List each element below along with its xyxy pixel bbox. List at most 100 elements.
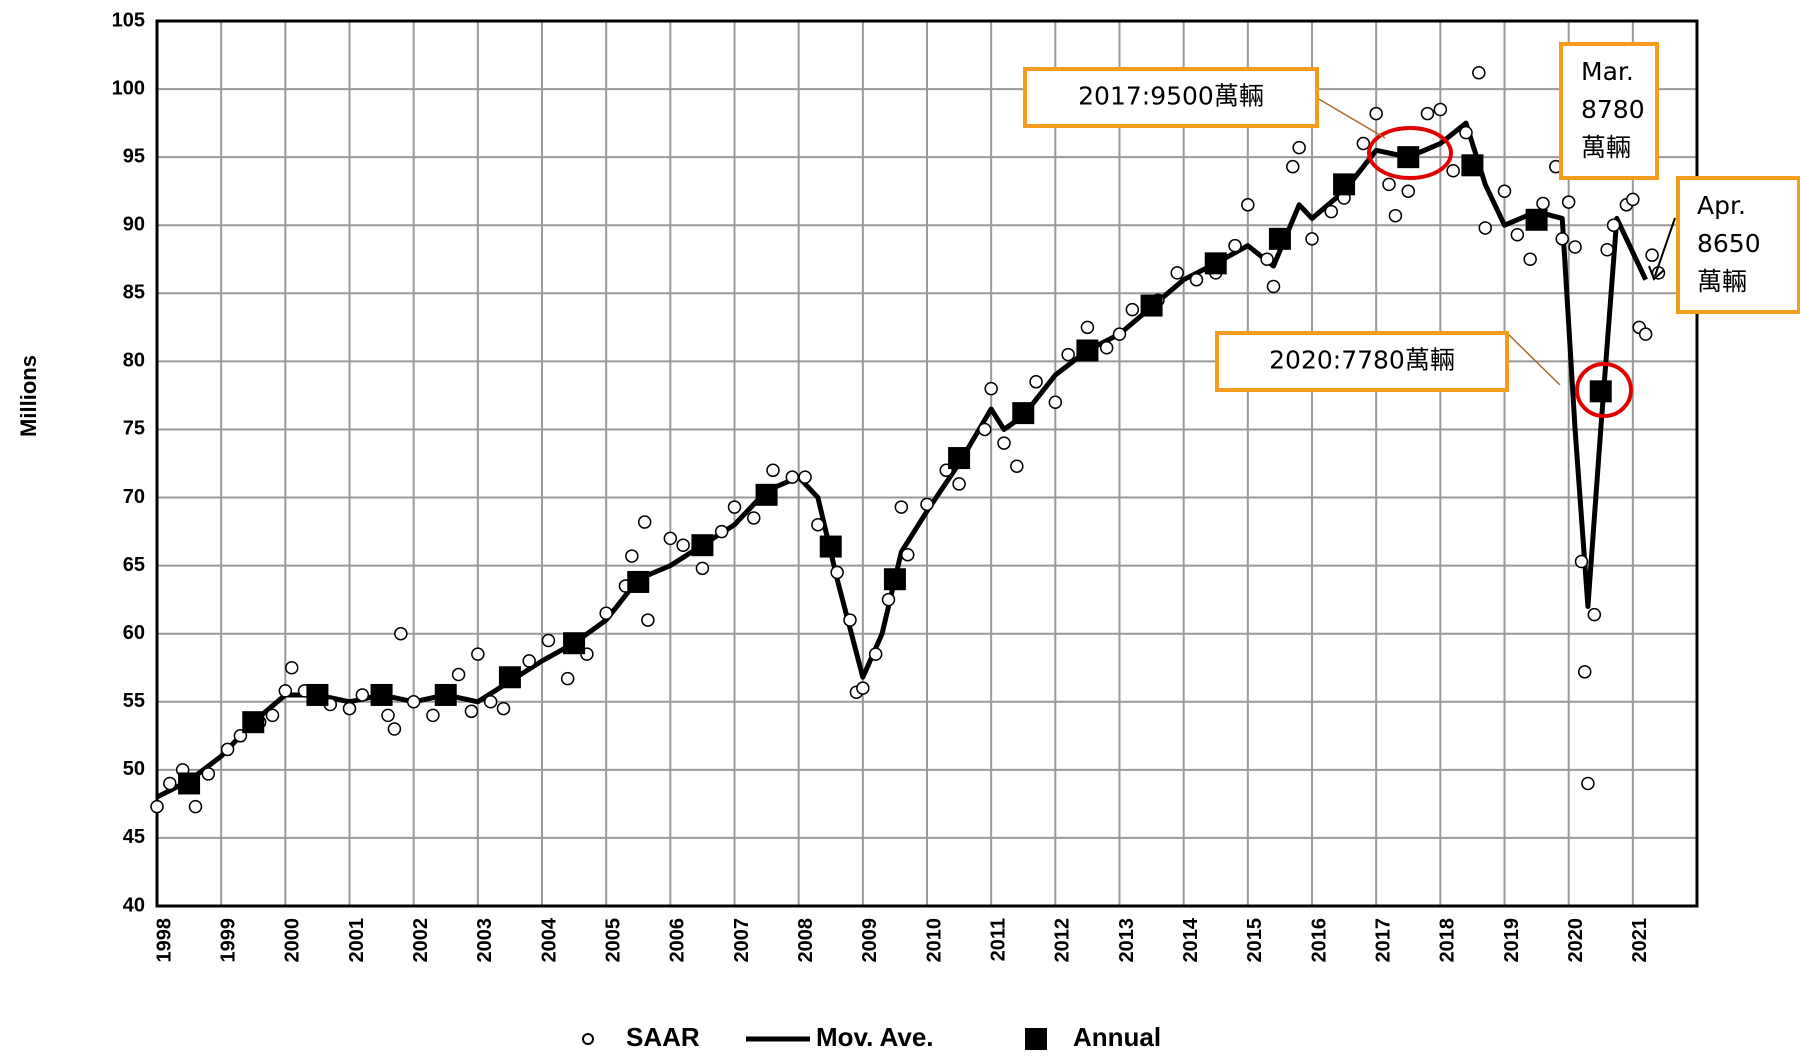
saar-point (1606, 218, 1621, 232)
annual-marker (691, 534, 714, 557)
saar-point (278, 684, 293, 698)
saar-point (355, 688, 370, 702)
saar-point (188, 799, 203, 814)
saar-point (830, 565, 844, 580)
annual-marker (1333, 173, 1356, 196)
x-tick-label: 2002 (410, 918, 432, 963)
saar-point (625, 549, 639, 563)
saar-point (901, 547, 915, 562)
saar-point (1510, 228, 1525, 242)
saar-point (1048, 395, 1063, 409)
x-tick-label: 2016 (1308, 918, 1330, 963)
saar-point (1568, 240, 1582, 254)
saar-point (1080, 320, 1095, 335)
annual-marker (370, 683, 393, 706)
saar-point (641, 613, 655, 627)
saar-point (1472, 65, 1486, 80)
x-tick-label: 2001 (346, 918, 368, 963)
highlight-circle (1367, 126, 1453, 180)
saar-point (997, 436, 1011, 450)
saar-point (496, 701, 511, 716)
annual-marker (883, 568, 906, 591)
saar-point (856, 681, 870, 695)
saar-point (1478, 221, 1492, 235)
saar-point (1010, 459, 1024, 473)
x-tick-label: 2008 (795, 918, 817, 963)
saar-point (541, 633, 556, 648)
y-tick-label: 45 (123, 826, 145, 848)
saar-point (1523, 252, 1537, 267)
saar-point (220, 742, 235, 757)
saar-point (1555, 232, 1569, 246)
annotation-box (1215, 331, 1509, 392)
y-tick-label: 50 (123, 758, 145, 780)
x-tick-label: 2007 (731, 918, 753, 963)
arrow (1654, 217, 1676, 277)
legend-label: SAAR (626, 1022, 700, 1052)
annual-marker (948, 447, 971, 470)
saar-point (952, 477, 966, 491)
annual-marker (1204, 252, 1227, 275)
saar-point (381, 708, 395, 723)
saar-point (1587, 607, 1602, 622)
saar-point (285, 660, 299, 675)
saar-point (984, 381, 998, 396)
saar-point (1433, 102, 1448, 117)
saar-point (1388, 208, 1403, 223)
y-tick-label: 100 (112, 77, 145, 99)
y-tick-label: 90 (123, 214, 145, 236)
annual-marker (242, 711, 265, 734)
saar-point (868, 647, 883, 661)
legend-swatch (582, 1033, 594, 1045)
x-tick-label: 1998 (153, 918, 175, 963)
saar-point (1638, 327, 1653, 341)
annual-marker (1268, 227, 1291, 250)
saar-point (560, 671, 575, 686)
x-tick-label: 2009 (859, 918, 881, 963)
saar-point (163, 776, 177, 791)
saar-point (663, 531, 678, 546)
saar-point (1292, 140, 1306, 155)
x-tick-label: 2021 (1629, 918, 1651, 963)
saar-point (1600, 242, 1614, 257)
saar-point (599, 606, 613, 621)
y-tick-label: 55 (123, 690, 145, 712)
saar-point (1401, 184, 1415, 198)
saar-point (714, 524, 729, 539)
x-tick-label: 2003 (474, 918, 496, 963)
annual-marker (563, 632, 586, 655)
saar-point (1497, 184, 1512, 198)
saar-point (1112, 327, 1127, 341)
legend-label: Annual (1073, 1022, 1161, 1052)
x-tick-label: 2004 (538, 917, 560, 962)
annual-marker (1012, 402, 1035, 425)
saar-point (1305, 232, 1319, 246)
saar-point (1577, 665, 1592, 679)
saar-point (1286, 159, 1300, 174)
y-tick-label: 60 (123, 622, 145, 644)
saar-point (1189, 272, 1204, 287)
saar-point (1574, 554, 1589, 569)
saar-point (1125, 302, 1140, 317)
annotation-text: 萬輛 (1581, 133, 1631, 162)
y-tick-label: 105 (112, 9, 145, 31)
x-tick-label: 2012 (1052, 918, 1074, 963)
annual-marker (1140, 294, 1163, 317)
saar-point (894, 500, 909, 514)
saar-point (1061, 347, 1075, 362)
saar-point (637, 515, 652, 529)
annual-marker (755, 483, 778, 506)
saar-point (676, 538, 690, 552)
saar-point (1260, 252, 1274, 267)
saar-point (1099, 341, 1114, 355)
x-tick-label: 2018 (1437, 918, 1459, 963)
saar-point (451, 667, 466, 682)
arrow-head (1648, 265, 1665, 281)
legend-label: Mov. Ave. (816, 1022, 934, 1052)
y-tick-label: 70 (123, 486, 145, 508)
saar-point (1420, 106, 1435, 121)
y-tick-label: 75 (123, 418, 145, 440)
saar-point (727, 500, 742, 514)
saar-point (1266, 279, 1281, 294)
